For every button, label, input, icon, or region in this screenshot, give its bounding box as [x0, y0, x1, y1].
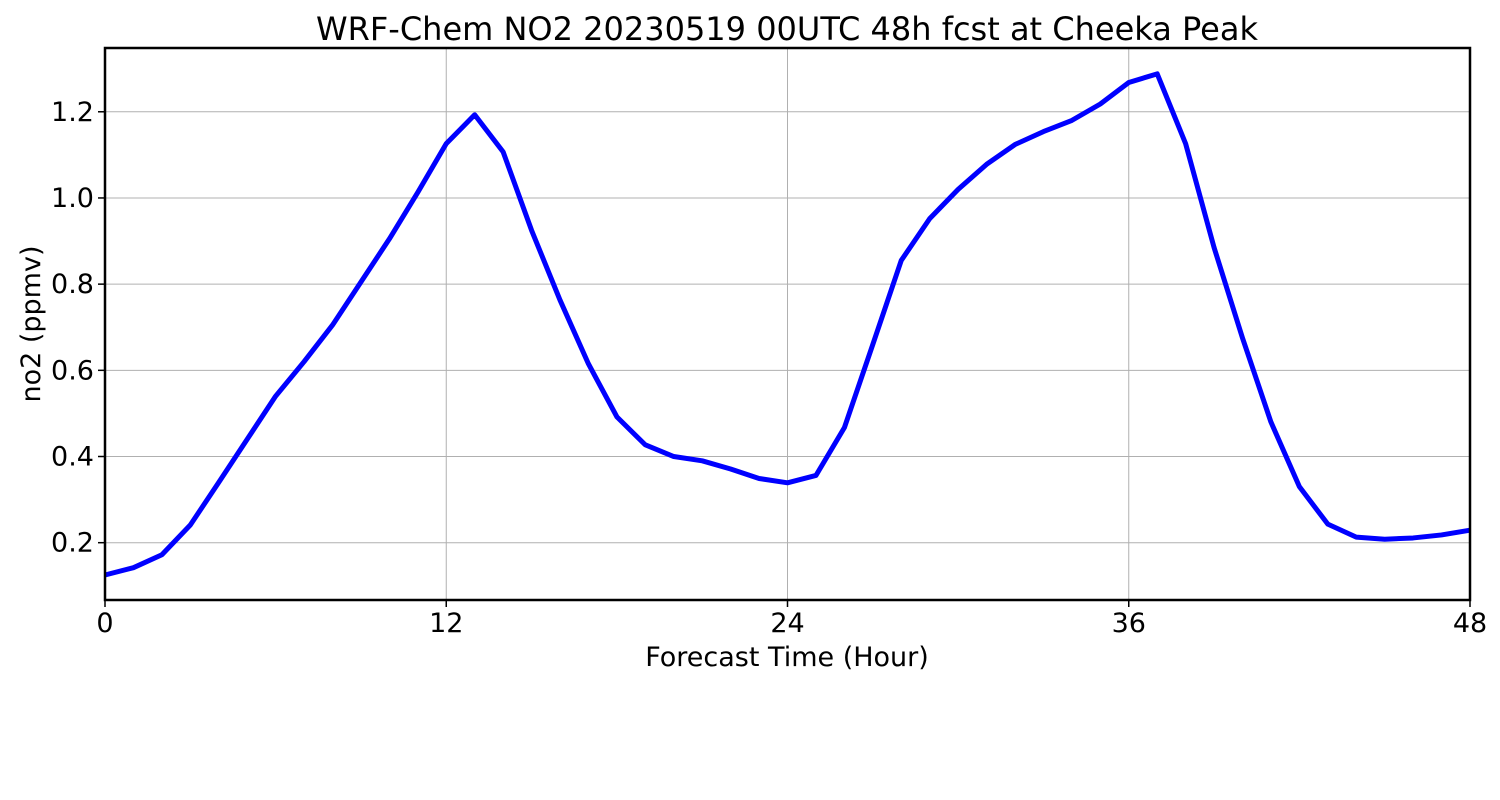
y-axis-label: no2 (ppmv)	[16, 245, 47, 402]
x-tick-label: 12	[429, 608, 463, 639]
tick-layer: 0 12 24 36 48 0.2 0.4 0.6 0.8 1.0 1.2	[51, 97, 1487, 639]
x-tick-label: 24	[770, 608, 804, 639]
x-tick-label: 48	[1453, 608, 1487, 639]
y-tick-label: 0.2	[51, 528, 94, 559]
y-tick-label: 1.0	[51, 183, 94, 214]
chart-title: WRF-Chem NO2 20230519 00UTC 48h fcst at …	[316, 10, 1258, 48]
x-tick-label: 0	[96, 608, 113, 639]
y-tick-label: 0.8	[51, 269, 94, 300]
series-line	[104, 71, 1471, 578]
x-axis-label: Forecast Time (Hour)	[645, 642, 929, 673]
y-tick-label: 0.4	[51, 442, 94, 473]
y-tick-label: 0.6	[51, 355, 94, 386]
grid-layer	[104, 48, 1471, 600]
series-layer	[104, 71, 1471, 578]
x-tick-label: 36	[1112, 608, 1146, 639]
y-tick-label: 1.2	[51, 97, 94, 128]
